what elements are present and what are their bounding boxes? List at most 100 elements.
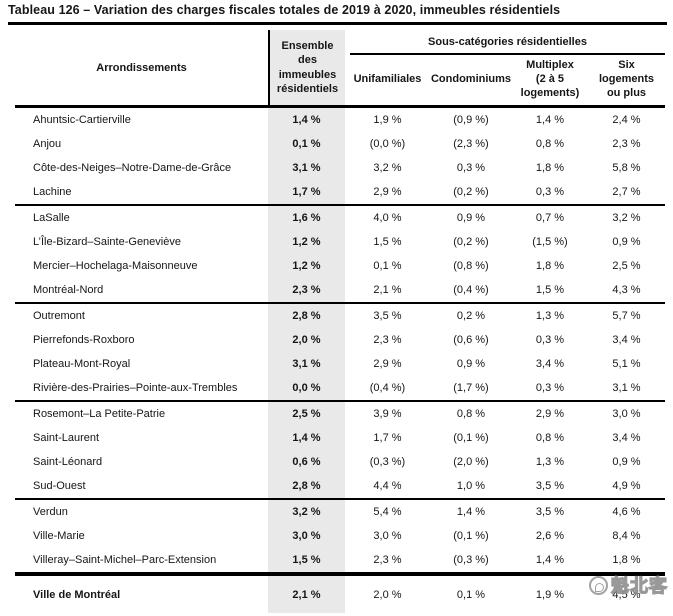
subcategory-value: 1,3 % xyxy=(535,456,565,468)
subcategory-value: 0,8 % xyxy=(535,138,565,150)
subcategory-value: 3,4 % xyxy=(612,432,641,444)
table-row: Outremont 2,8 % 3,5 % 0,2 % 1,3 % 5,7 % xyxy=(15,304,665,328)
subcategory-value: 5,8 % xyxy=(612,162,641,174)
subcategory-value: 3,2 % xyxy=(612,212,641,224)
ensemble-value: 1,4 % xyxy=(268,108,345,132)
page-title: Tableau 126 – Variation des charges fisc… xyxy=(8,3,667,25)
ensemble-value: 2,0 % xyxy=(268,328,345,352)
subcategory-value: (0,2 %) xyxy=(453,236,489,248)
arrondissement-label: Anjou xyxy=(33,138,62,150)
subcategory-value: (0,1 %) xyxy=(453,432,489,444)
subcategory-value: 3,4 % xyxy=(535,358,565,370)
subcategory-value: 3,4 % xyxy=(612,334,641,346)
subcategory-value: 3,9 % xyxy=(373,408,402,420)
subcategory-value: 1,8 % xyxy=(535,260,565,272)
row-group: Outremont 2,8 % 3,5 % 0,2 % 1,3 % 5,7 % Pierre… xyxy=(15,304,665,402)
subcategory-value: (0,0 %) xyxy=(369,138,406,150)
subcategory-value: (0,8 %) xyxy=(453,260,489,272)
subcategory-value: 4,4 % xyxy=(373,480,402,492)
table-row: Sud-Ouest 2,8 % 4,4 % 1,0 % 3,5 % 4,9 % xyxy=(15,474,665,498)
subcategory-value: (0,3 %) xyxy=(453,554,489,566)
subcategory-value: 0,2 % xyxy=(456,310,486,322)
subcategory-column-headers: Unifamiliales Condominiums Multiplex (2 … xyxy=(345,55,665,105)
arrondissement-label: Sud-Ouest xyxy=(33,480,86,492)
total-label: Ville de Montréal xyxy=(33,588,121,601)
subcategory-value: 4,0 % xyxy=(373,212,402,224)
table-row: Pierrefonds-Roxboro 2,0 % 2,3 % (0,6 %) 0,3 … xyxy=(15,328,665,352)
subcategory-value: (0,3 %) xyxy=(369,456,406,468)
subcategory-value: (0,9 %) xyxy=(453,114,489,126)
arrondissement-label: Pierrefonds-Roxboro xyxy=(33,334,135,346)
arrondissement-label: Verdun xyxy=(33,506,68,518)
ensemble-value: 0,1 % xyxy=(268,132,345,156)
total-unifamiliales-value: 2,0 % xyxy=(373,588,402,601)
arrondissement-label: Rosemont–La Petite-Patrie xyxy=(33,408,166,420)
subcategory-value: (2,0 %) xyxy=(453,456,489,468)
arrondissement-label: Saint-Laurent xyxy=(33,432,100,444)
subcategory-value: 4,3 % xyxy=(612,284,641,296)
table-row: L’Île-Bizard–Sainte-Geneviève 1,2 % 1,5 % (… xyxy=(15,230,665,254)
subcategory-value: 3,5 % xyxy=(373,310,402,322)
subcategory-value: 2,3 % xyxy=(612,138,641,150)
subcategory-value: 3,0 % xyxy=(373,530,402,542)
ensemble-value: 1,2 % xyxy=(268,230,345,254)
subcategory-value: (2,3 %) xyxy=(453,138,489,150)
column-header-ensemble: Ensemble des immeubles résidentiels xyxy=(268,30,345,105)
column-group-header-sous-categories: Sous-catégories résidentielles xyxy=(350,30,665,55)
subcategory-value: 2,9 % xyxy=(373,358,402,370)
row-group: LaSalle 1,6 % 4,0 % 0,9 % 0,7 % 3,2 % L’Île-Bi… xyxy=(15,206,665,304)
ensemble-value: 0,0 % xyxy=(268,376,345,400)
tax-variation-table: Arrondissements Ensemble des immeubles r… xyxy=(15,30,665,616)
arrondissement-label: LaSalle xyxy=(33,212,70,224)
subcategory-value: 1,5 % xyxy=(373,236,402,248)
table-body: Ahuntsic-Cartierville 1,4 % 1,9 % (0,9 %) 1,… xyxy=(15,108,665,572)
arrondissement-label: Lachine xyxy=(33,186,72,198)
ensemble-value: 2,8 % xyxy=(268,474,345,498)
table-row: Saint-Laurent 1,4 % 1,7 % (0,1 %) 0,8 % 3,4 % xyxy=(15,426,665,450)
table-row: Verdun 3,2 % 5,4 % 1,4 % 3,5 % 4,6 % xyxy=(15,500,665,524)
table-row: Ahuntsic-Cartierville 1,4 % 1,9 % (0,9 %) 1,… xyxy=(15,108,665,132)
subcategory-value: 0,9 % xyxy=(456,212,486,224)
subcategory-value: 2,9 % xyxy=(535,408,565,420)
ensemble-value: 2,3 % xyxy=(268,278,345,302)
subcategory-value: 2,3 % xyxy=(373,334,402,346)
subcategory-value: 1,4 % xyxy=(535,114,565,126)
total-ensemble-value: 2,1 % xyxy=(268,576,345,613)
arrondissement-label: Rivière-des-Prairies–Pointe-aux-Trembles xyxy=(33,382,238,394)
subcategory-value: 1,8 % xyxy=(612,554,641,566)
ensemble-value: 2,5 % xyxy=(268,402,345,426)
total-condominiums-value: 0,1 % xyxy=(456,588,486,601)
arrondissement-label: Mercier–Hochelaga-Maisonneuve xyxy=(33,260,198,272)
subcategory-value: 0,3 % xyxy=(535,186,565,198)
column-header-unifamiliales: Unifamiliales xyxy=(353,73,422,86)
subcategory-value: 3,0 % xyxy=(612,408,641,420)
table-row: Rosemont–La Petite-Patrie 2,5 % 3,9 % 0,8 %… xyxy=(15,402,665,426)
table-row: Saint-Léonard 0,6 % (0,3 %) (2,0 %) 1,3 % 0,9… xyxy=(15,450,665,474)
subcategory-value: 3,2 % xyxy=(373,162,402,174)
ensemble-value: 1,2 % xyxy=(268,254,345,278)
arrondissement-label: Montréal-Nord xyxy=(33,284,104,296)
arrondissement-label: Outremont xyxy=(33,310,85,322)
subcategory-value: 3,5 % xyxy=(535,506,565,518)
row-group: Rosemont–La Petite-Patrie 2,5 % 3,9 % 0,8 %… xyxy=(15,402,665,500)
ensemble-value: 3,1 % xyxy=(268,156,345,180)
subcategory-value: (0,6 %) xyxy=(453,334,489,346)
table-row: Villeray–Saint-Michel–Parc-Extension 1,5 … xyxy=(15,548,665,572)
subcategory-value: 4,9 % xyxy=(612,480,641,492)
subcategory-value: 2,4 % xyxy=(612,114,641,126)
subcategory-value: 5,1 % xyxy=(612,358,641,370)
subcategory-value: 2,9 % xyxy=(373,186,402,198)
subcategory-value: 0,9 % xyxy=(612,456,641,468)
subcategory-value: 3,1 % xyxy=(612,382,641,394)
ensemble-value: 1,5 % xyxy=(268,548,345,572)
subcategory-value: 1,5 % xyxy=(535,284,565,296)
subcategory-value: 0,9 % xyxy=(612,236,641,248)
subcategory-value: (0,4 %) xyxy=(369,382,406,394)
subcategory-value: 1,4 % xyxy=(456,506,486,518)
subcategory-value: 0,7 % xyxy=(535,212,565,224)
subcategory-value: 5,4 % xyxy=(373,506,402,518)
arrondissement-label: Saint-Léonard xyxy=(33,456,103,468)
total-multiplex-value: 1,9 % xyxy=(535,588,565,601)
column-header-six-logements: Six logements ou plus xyxy=(598,59,654,99)
